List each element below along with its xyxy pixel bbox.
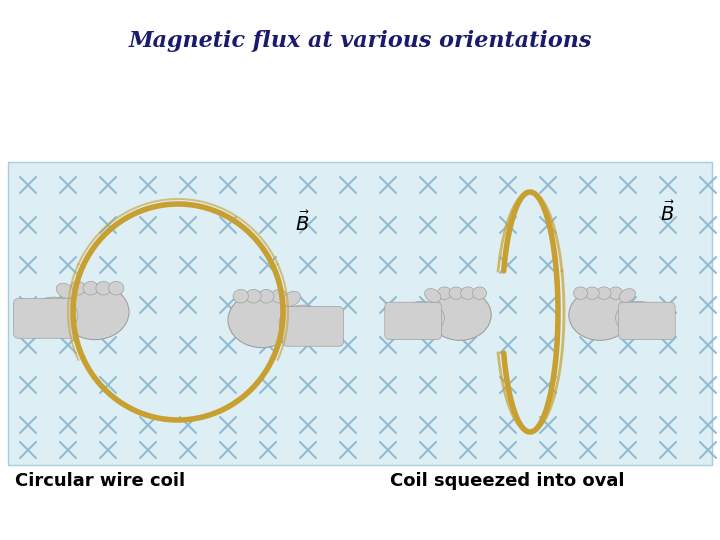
Ellipse shape (616, 301, 662, 336)
Ellipse shape (437, 287, 451, 299)
Ellipse shape (279, 305, 330, 343)
Ellipse shape (429, 289, 491, 340)
Text: Coil squeezed into oval: Coil squeezed into oval (390, 472, 624, 490)
Ellipse shape (228, 292, 296, 348)
Ellipse shape (83, 281, 99, 295)
Ellipse shape (597, 287, 611, 299)
Ellipse shape (258, 289, 274, 303)
Ellipse shape (608, 287, 623, 299)
Text: $\vec{B}$: $\vec{B}$ (295, 211, 310, 235)
Ellipse shape (27, 297, 78, 335)
Ellipse shape (109, 281, 124, 295)
Ellipse shape (574, 287, 588, 299)
Ellipse shape (96, 281, 111, 295)
Ellipse shape (425, 288, 441, 302)
FancyBboxPatch shape (282, 307, 343, 346)
Ellipse shape (585, 287, 599, 299)
Ellipse shape (449, 287, 463, 299)
Ellipse shape (472, 287, 487, 299)
Text: $\vec{B}$: $\vec{B}$ (660, 201, 675, 225)
Ellipse shape (271, 289, 287, 303)
Ellipse shape (283, 291, 300, 306)
Ellipse shape (397, 301, 444, 336)
Ellipse shape (619, 288, 635, 302)
Ellipse shape (71, 281, 86, 295)
Ellipse shape (61, 285, 129, 340)
Ellipse shape (56, 284, 74, 298)
Ellipse shape (461, 287, 474, 299)
Ellipse shape (569, 289, 631, 340)
Text: Magnetic flux at various orientations: Magnetic flux at various orientations (128, 30, 592, 52)
FancyBboxPatch shape (384, 302, 441, 340)
FancyBboxPatch shape (618, 302, 675, 340)
FancyBboxPatch shape (8, 162, 712, 465)
FancyBboxPatch shape (14, 299, 74, 338)
Ellipse shape (233, 289, 248, 303)
Ellipse shape (246, 289, 261, 303)
Text: Circular wire coil: Circular wire coil (15, 472, 185, 490)
